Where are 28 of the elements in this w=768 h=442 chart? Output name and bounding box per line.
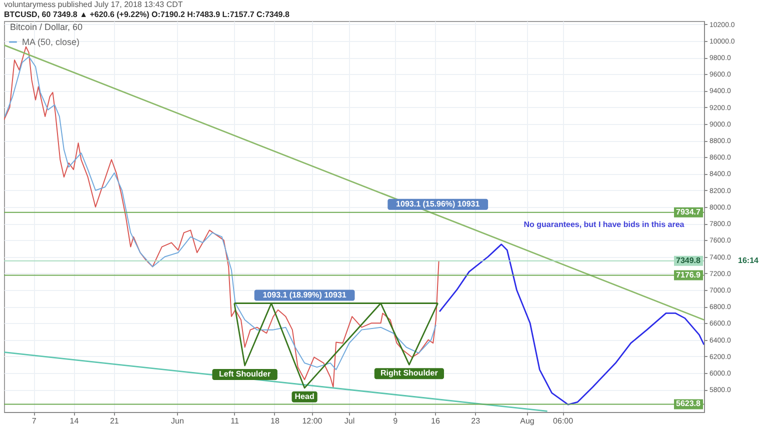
x-tick-label: 12:00 xyxy=(302,416,323,426)
ref-line-label: 5623.8 xyxy=(676,399,702,408)
ref-line-label: 7934.7 xyxy=(676,207,702,216)
x-tick-label: 18 xyxy=(270,416,280,426)
x-tick-label: Aug xyxy=(520,416,534,426)
x-tick-label: 23 xyxy=(471,416,481,426)
annotation: Head xyxy=(294,392,314,401)
annotation: Left Shoulder xyxy=(219,370,271,379)
x-tick-label: 11 xyxy=(230,416,240,426)
chart-title: voluntarymess published July 17, 2018 13:43 CDT xyxy=(4,0,184,10)
x-tick-label: Jun xyxy=(171,416,184,426)
x-tick-label: 14 xyxy=(70,416,80,426)
legend-label: MA (50, close) xyxy=(22,37,80,47)
x-tick-label: 06:00 xyxy=(553,416,574,426)
annotation: Right Shoulder xyxy=(380,368,438,378)
ref-line-label: 7176.9 xyxy=(676,270,702,280)
x-tick-label: Jul xyxy=(344,416,355,426)
annotation: 1093.1 (18.99%) 10931 xyxy=(262,290,347,300)
text: 16:14 xyxy=(738,256,760,265)
ref-line-label: 7349.8 xyxy=(676,256,702,265)
x-tick-label: 7 xyxy=(32,416,37,426)
annotation: 1093.1 (15.96%) 10931 xyxy=(396,199,480,208)
x-tick-label: 9 xyxy=(393,416,398,426)
chart-subtitle: BTCUSD, 60 7349.8 ▲ +620.6 (+9.22%) O:7190.2 H:7483.9 L:7157.7 C:7349.8 xyxy=(4,10,290,20)
x-tick-label: 16 xyxy=(431,416,440,426)
x-tick-label: 21 xyxy=(110,416,120,426)
annotation: No guarantees, but I have bids in this area xyxy=(524,220,685,229)
annotation: Bitcoin / Dollar, 60 xyxy=(10,22,83,32)
